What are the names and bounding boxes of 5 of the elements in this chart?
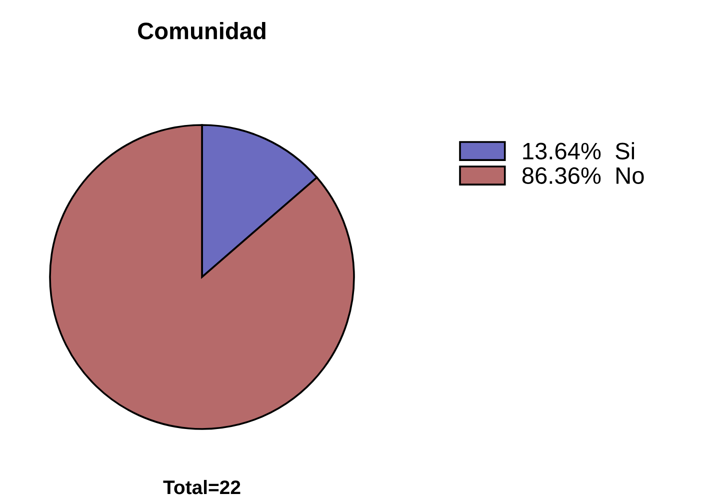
pie-slice — [49, 124, 355, 430]
legend-label: 86.36% No — [522, 167, 644, 184]
chart-title: Comunidad — [138, 22, 266, 40]
legend-label: 13.64% Si — [523, 142, 634, 160]
text: Total=22 — [163, 480, 240, 494]
